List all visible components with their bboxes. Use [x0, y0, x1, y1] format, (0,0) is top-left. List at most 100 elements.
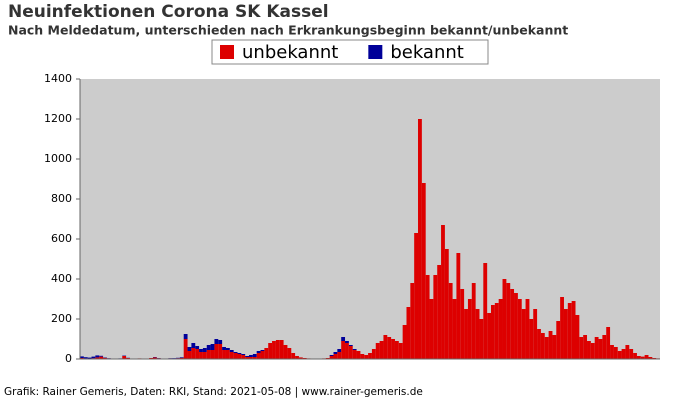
bar — [598, 339, 603, 359]
bar — [345, 341, 349, 343]
bar — [348, 346, 353, 359]
bar — [387, 337, 392, 359]
bar — [352, 349, 357, 350]
bar — [83, 357, 88, 359]
bar — [245, 356, 250, 357]
bar — [202, 352, 207, 359]
bar — [529, 319, 534, 359]
bar — [579, 337, 584, 359]
bar — [233, 352, 238, 353]
bar — [225, 348, 230, 350]
bar — [298, 357, 303, 359]
bar — [467, 299, 472, 359]
chart-subtitle: Nach Meldedatum, unterschieden nach Erkr… — [8, 23, 568, 38]
y-tick-label: 1200 — [44, 112, 72, 125]
bar — [648, 357, 653, 359]
bar — [636, 356, 641, 359]
bar — [179, 357, 184, 358]
bar — [364, 355, 369, 359]
bar — [464, 309, 468, 359]
bar — [517, 299, 522, 359]
y-tick-label: 800 — [51, 192, 72, 205]
bar — [183, 334, 188, 339]
bar — [594, 337, 599, 359]
bar — [249, 355, 253, 357]
bar — [383, 335, 388, 359]
bar — [540, 333, 545, 359]
bar — [333, 354, 338, 359]
bar — [191, 348, 196, 359]
bar — [360, 354, 365, 359]
bar — [252, 357, 257, 359]
bar — [241, 354, 246, 355]
bar — [502, 279, 507, 359]
bar — [283, 345, 288, 359]
bar — [567, 303, 572, 359]
bar — [391, 339, 395, 359]
bar — [103, 357, 107, 359]
bar — [644, 355, 649, 359]
bar — [533, 309, 538, 359]
bar — [337, 352, 342, 359]
bar — [429, 299, 434, 359]
bar — [291, 353, 296, 359]
legend-swatch — [368, 45, 383, 59]
y-tick-label: 400 — [51, 272, 72, 285]
bar — [475, 309, 480, 359]
bar — [490, 305, 495, 359]
bar — [398, 343, 403, 359]
bar — [610, 345, 614, 359]
y-tick-label: 1400 — [44, 72, 72, 85]
bar — [87, 357, 92, 359]
bar — [348, 345, 353, 346]
bar — [264, 348, 269, 359]
bar — [210, 350, 215, 359]
bar — [556, 321, 561, 359]
bar — [272, 341, 276, 359]
bar — [441, 225, 445, 359]
bar — [575, 315, 580, 359]
bar — [122, 356, 127, 359]
bar — [218, 344, 223, 359]
bar — [514, 293, 518, 359]
bar — [95, 357, 100, 359]
bar — [552, 335, 557, 359]
bar — [621, 349, 626, 359]
bar — [421, 183, 426, 359]
bar — [229, 350, 234, 352]
bar — [99, 355, 104, 357]
bar — [587, 341, 591, 359]
bar — [625, 345, 630, 359]
bar — [629, 349, 634, 359]
bar — [487, 313, 491, 359]
bar — [571, 301, 576, 359]
bar — [237, 353, 242, 354]
bar — [606, 327, 611, 359]
bar — [471, 283, 476, 359]
legend-swatch — [220, 45, 234, 59]
bar — [341, 337, 346, 341]
bar — [214, 339, 219, 344]
bar — [510, 289, 515, 359]
bar — [375, 343, 380, 359]
bar — [460, 289, 465, 359]
bar — [260, 350, 265, 351]
legend-box — [211, 39, 489, 65]
bar — [279, 340, 284, 359]
bar — [425, 275, 430, 359]
bar — [479, 319, 484, 359]
y-tick-label: 200 — [51, 312, 72, 325]
bar — [287, 348, 292, 359]
bar — [590, 343, 595, 359]
bar — [494, 303, 499, 359]
bar — [245, 357, 250, 359]
bar — [225, 350, 230, 359]
bar — [394, 341, 399, 359]
bar — [548, 331, 553, 359]
bar — [544, 337, 549, 359]
bar — [617, 351, 622, 359]
bar — [187, 351, 192, 359]
bar — [560, 297, 564, 359]
bar — [406, 307, 411, 359]
